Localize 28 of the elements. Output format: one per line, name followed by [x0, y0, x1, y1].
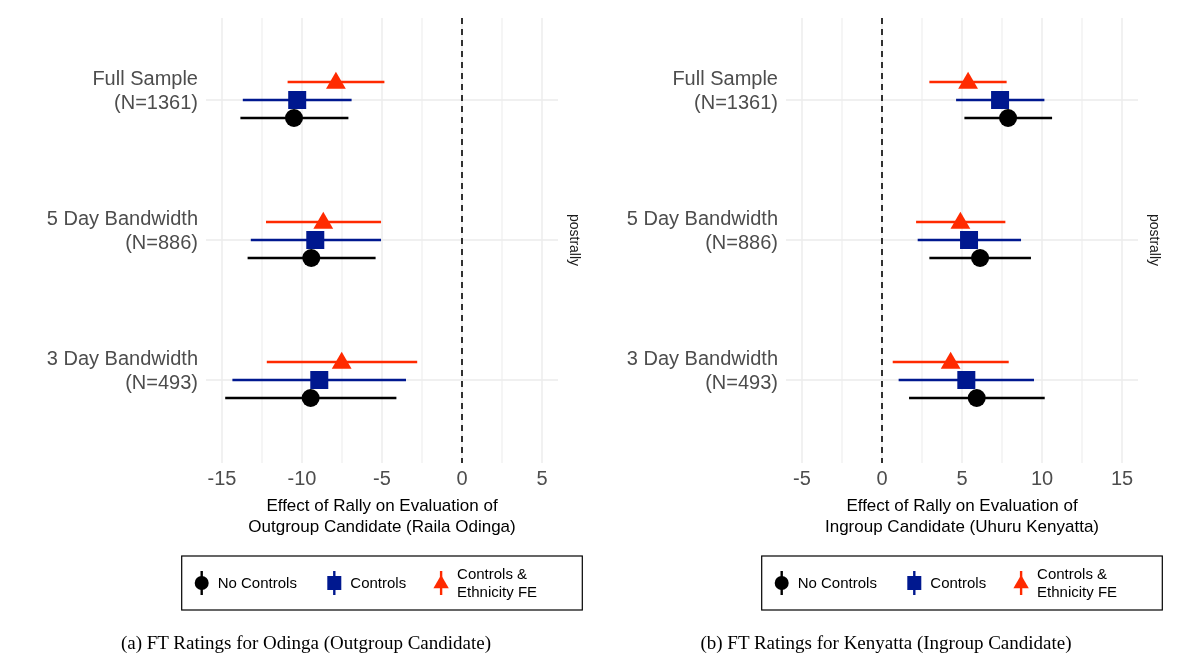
x-axis-title: Effect of Rally on Evaluation of Ingroup Candidate (Uhuru Kenyatta)	[824, 496, 1100, 536]
legend-label: No Controls	[217, 574, 297, 591]
y-tick-label: Full Sample (N=1361)	[92, 67, 198, 113]
x-tick-label: -15	[207, 467, 237, 489]
text: postrally	[567, 213, 583, 267]
legend-label: Controls	[930, 574, 987, 591]
y-tick-label: 3 Day Bandwidth (N=493)	[46, 347, 198, 393]
y-tick-label: Full Sample (N=1361)	[672, 67, 778, 113]
x-tick-label: -10	[287, 467, 317, 489]
x-tick-label: 15	[1110, 467, 1134, 489]
legend-label: Controls & Ethnicity FE	[457, 565, 538, 600]
legend-label: Controls & Ethnicity FE	[1037, 565, 1118, 600]
x-tick-label: 5	[956, 467, 968, 489]
x-tick-label: 0	[876, 467, 888, 489]
x-tick-label: -5	[373, 467, 391, 489]
text: (a) FT Ratings for Odinga (Outgroup Candidate)	[120, 632, 492, 654]
text: postrally	[1147, 213, 1163, 267]
y-tick-label: 5 Day Bandwidth (N=886)	[626, 207, 778, 253]
y-tick-label: 5 Day Bandwidth (N=886)	[46, 207, 198, 253]
text: (b) FT Ratings for Kenyatta (Ingroup Candidate)	[700, 632, 1072, 654]
x-tick-label: 10	[1030, 467, 1054, 489]
x-tick-label: 5	[536, 467, 548, 489]
x-tick-label: -5	[793, 467, 811, 489]
y-tick-label: 3 Day Bandwidth (N=493)	[626, 347, 778, 393]
legend-label: No Controls	[797, 574, 877, 591]
x-axis-title: Effect of Rally on Evaluation of Outgroup Candidate (Raila Odinga)	[248, 496, 516, 536]
x-tick-label: 0	[456, 467, 468, 489]
legend-label: Controls	[350, 574, 407, 591]
